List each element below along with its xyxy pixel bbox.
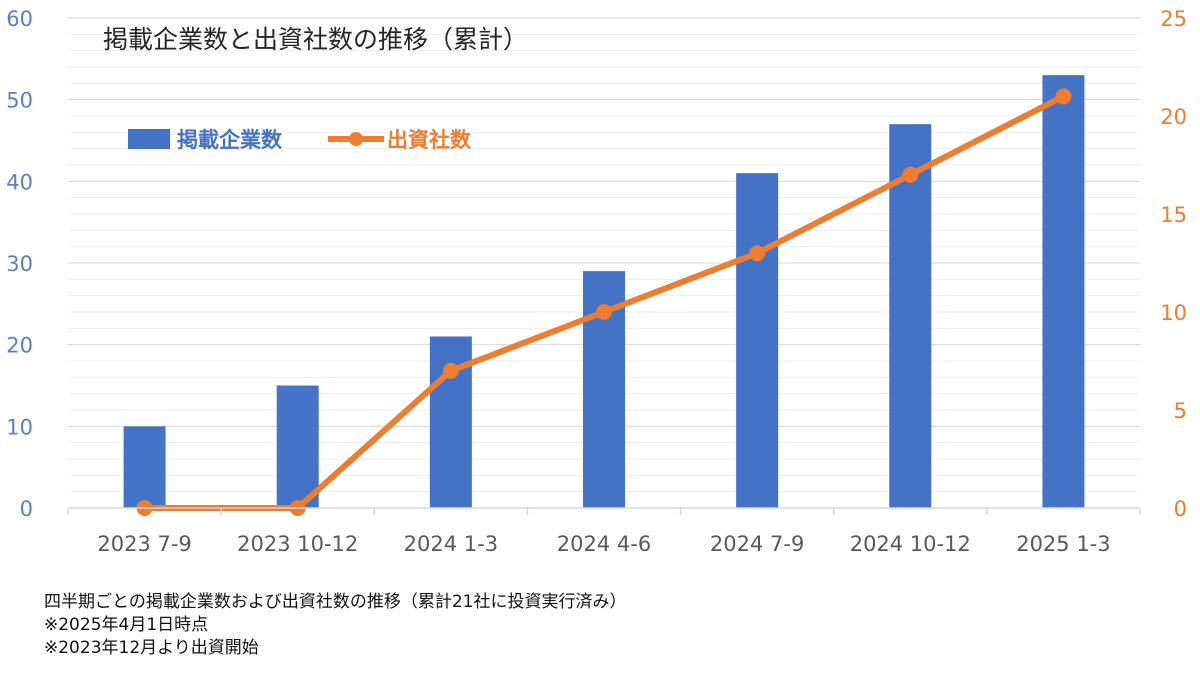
y-left-tick-label: 20 [6,334,33,358]
y-left-tick-label: 30 [6,252,33,276]
y-left-tick-label: 10 [6,415,33,439]
legend-line-marker [349,132,363,146]
bar [1042,75,1085,509]
footnote-investment-start: ※2023年12月より出資開始 [44,638,259,658]
y-right-tick-label: 20 [1160,105,1187,129]
y-left-tick-label: 40 [6,170,33,194]
x-tick-label: 2024 7-9 [710,532,804,556]
line-point [902,166,919,183]
y-right-tick-label: 0 [1174,497,1187,521]
x-tick-label: 2024 1-3 [404,532,498,556]
bar-series [123,75,1085,509]
chart-title: 掲載企業数と出資社数の推移（累計） [103,25,528,54]
line-point [1055,88,1072,105]
legend: 掲載企業数 出資社数 [128,128,472,152]
line-point [442,362,459,379]
bar [123,426,166,508]
x-tick-label: 2023 7-9 [97,532,191,556]
y-left-tick-label: 0 [20,497,33,521]
y-right-tick-label: 15 [1160,203,1187,227]
legend-bar-swatch [128,129,170,149]
x-tick-label: 2024 4-6 [557,532,651,556]
footnotes: 四半期ごとの掲載企業数および出資社数の推移（累計21社に投資実行済み） ※202… [44,591,626,660]
y-left-tick-label: 60 [6,7,33,31]
legend-line-label: 出資社数 [387,128,472,152]
x-tick-label: 2024 10-12 [850,532,971,556]
x-tick-label: 2025 1-3 [1016,532,1110,556]
footnote-summary: 四半期ごとの掲載企業数および出資社数の推移（累計21社に投資実行済み） [44,592,627,612]
y-right-tick-label: 5 [1174,399,1187,423]
y-left-tick-label: 50 [6,89,33,113]
y-right-tick-label: 10 [1160,301,1187,325]
footnote-as-of-date: ※2025年4月1日時点 [44,615,209,635]
bar [276,385,319,508]
y-right-tick-label: 25 [1160,7,1187,31]
x-tick-label: 2023 10-12 [237,532,358,556]
axes: 0 10 20 30 40 50 60 0 5 10 15 20 25 2023 7-9 2023 10-1… [6,7,1187,556]
legend-bar-label: 掲載企業数 [177,128,283,152]
line-point [749,245,766,262]
chart: 0 10 20 30 40 50 60 0 5 10 15 20 25 2023 7-9 2023 10-1… [6,7,1187,556]
bar [736,173,779,508]
bar [889,124,932,509]
line-point [596,304,612,320]
